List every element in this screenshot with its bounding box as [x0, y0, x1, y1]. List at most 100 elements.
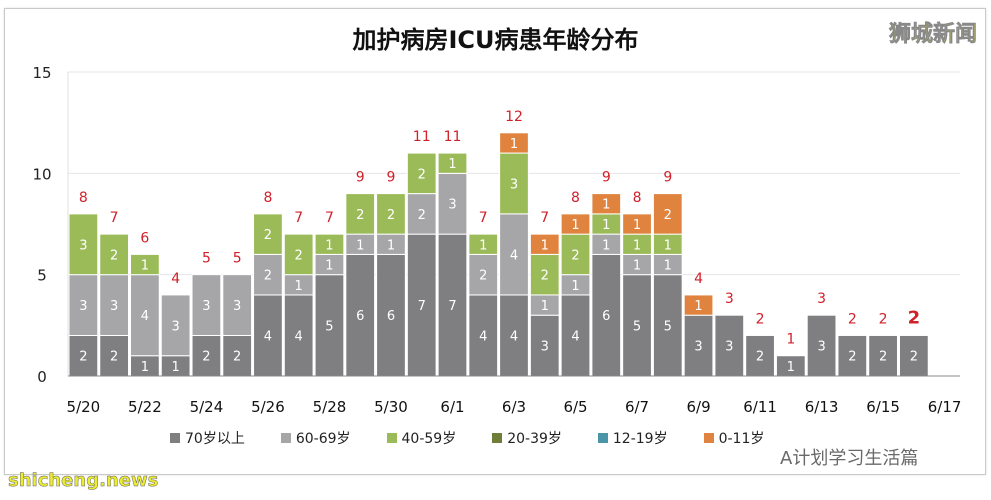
- x-tick-label: 6/17: [928, 398, 962, 416]
- total-label: 11: [413, 129, 431, 145]
- segment-label: 1: [787, 360, 795, 375]
- segment-label: 1: [664, 259, 672, 274]
- total-label: 3: [817, 291, 826, 307]
- segment-label: 1: [325, 259, 333, 274]
- segment-label: 6: [356, 309, 364, 324]
- segment-label: 7: [418, 299, 426, 314]
- segment-label: 2: [479, 269, 487, 284]
- bar-segment: [499, 132, 529, 154]
- segment-label: 6: [602, 309, 610, 324]
- bar-segment: [99, 334, 130, 377]
- segment-label: 4: [295, 329, 303, 344]
- segment-label: 4: [141, 309, 149, 324]
- segment-label: 1: [571, 218, 579, 233]
- legend-label: 40-59岁: [401, 431, 457, 447]
- segment-label: 1: [633, 259, 641, 274]
- wechat-watermark: A计划学习生活篇: [780, 448, 919, 469]
- legend-label: 20-39岁: [507, 431, 562, 447]
- legend-item: 20-39岁: [492, 428, 562, 448]
- bar-segment: [714, 314, 745, 377]
- segment-label: 1: [633, 218, 641, 233]
- segment-label: 3: [725, 340, 733, 355]
- bar-segment: [499, 213, 529, 296]
- segment-label: 2: [295, 248, 303, 263]
- segment-label: 6: [387, 309, 395, 324]
- bar-segment: [745, 334, 775, 377]
- bar-segment: [130, 274, 160, 357]
- bar-segment: [222, 274, 253, 336]
- total-label: 9: [356, 170, 365, 186]
- legend-item: 0-11岁: [703, 428, 765, 448]
- segment-label: 2: [910, 350, 918, 365]
- brand-logo: 狮城新闻: [888, 22, 978, 48]
- chart-title: 加护病房ICU病患年龄分布: [352, 26, 639, 54]
- total-label: 8: [571, 190, 580, 206]
- legend-swatch: [597, 433, 608, 443]
- bar-segment: [468, 233, 499, 255]
- bar-segment: [253, 253, 283, 296]
- legend: 70岁以上 60-69岁 40-59岁 20-39岁 12-19岁 0-11岁: [170, 428, 764, 448]
- legend-label: 12-19岁: [612, 431, 668, 447]
- bar-segment: [160, 294, 191, 357]
- y-tick-label: 10: [32, 165, 51, 183]
- bar-segment: [591, 253, 622, 377]
- bar-segment: [529, 253, 560, 296]
- segment-label: 2: [79, 350, 87, 365]
- segment-label: 1: [510, 137, 518, 152]
- segment-label: 1: [295, 279, 303, 294]
- segment-label: 7: [448, 299, 456, 314]
- segment-label: 3: [79, 238, 87, 253]
- bar-segment: [253, 213, 283, 255]
- segment-label: 1: [602, 198, 610, 213]
- site-watermark: shicheng.news: [8, 470, 159, 492]
- total-label: 4: [694, 271, 703, 287]
- legend-swatch: [492, 433, 503, 443]
- segment-label: 2: [233, 350, 241, 365]
- bar-segment: [314, 233, 345, 255]
- segment-label: 3: [448, 198, 456, 213]
- bar-segment: [529, 314, 560, 377]
- bar-segment: [437, 172, 468, 235]
- segment-label: 1: [325, 238, 333, 253]
- segment-label: 2: [879, 350, 887, 365]
- total-label: 3: [725, 291, 734, 307]
- bar-segment: [406, 233, 437, 377]
- segment-label: 4: [510, 329, 518, 344]
- total-label: 5: [233, 251, 242, 267]
- segment-label: 5: [633, 319, 641, 334]
- bar-segment: [437, 152, 468, 174]
- bar-segment: [99, 233, 130, 276]
- total-label: 7: [479, 210, 488, 226]
- legend-label: 0-11岁: [718, 431, 765, 447]
- segment-label: 2: [356, 208, 364, 223]
- bar-segment: [345, 193, 376, 235]
- segment-label: 1: [141, 360, 149, 375]
- x-tick-label: 6/5: [563, 398, 587, 416]
- total-label: 12: [505, 109, 523, 125]
- segment-label: 4: [571, 329, 579, 344]
- x-tick-label: 5/26: [251, 398, 285, 416]
- y-tick-label: 5: [37, 267, 47, 285]
- segment-label: 3: [694, 340, 702, 355]
- total-label: 5: [202, 251, 211, 267]
- legend-swatch: [170, 433, 180, 443]
- total-label: 9: [663, 170, 672, 186]
- bar-segment: [652, 193, 683, 235]
- bar-segment: [837, 334, 868, 377]
- segment-label: 2: [541, 269, 549, 284]
- bar-segment: [406, 193, 437, 235]
- bar-segment: [283, 294, 314, 377]
- total-label: 7: [325, 210, 334, 226]
- x-tick-label: 6/9: [686, 398, 710, 416]
- segment-label: 4: [264, 329, 272, 344]
- bar-segment: [345, 253, 376, 377]
- segment-label: 1: [602, 238, 610, 253]
- total-label: 6: [140, 230, 149, 246]
- total-label: 1: [786, 332, 795, 348]
- legend-label: 60-69岁: [295, 431, 351, 447]
- bar-segment: [468, 294, 499, 377]
- x-tick-label: 5/22: [128, 398, 162, 416]
- total-label: 9: [602, 170, 611, 186]
- total-label: 2: [879, 311, 888, 327]
